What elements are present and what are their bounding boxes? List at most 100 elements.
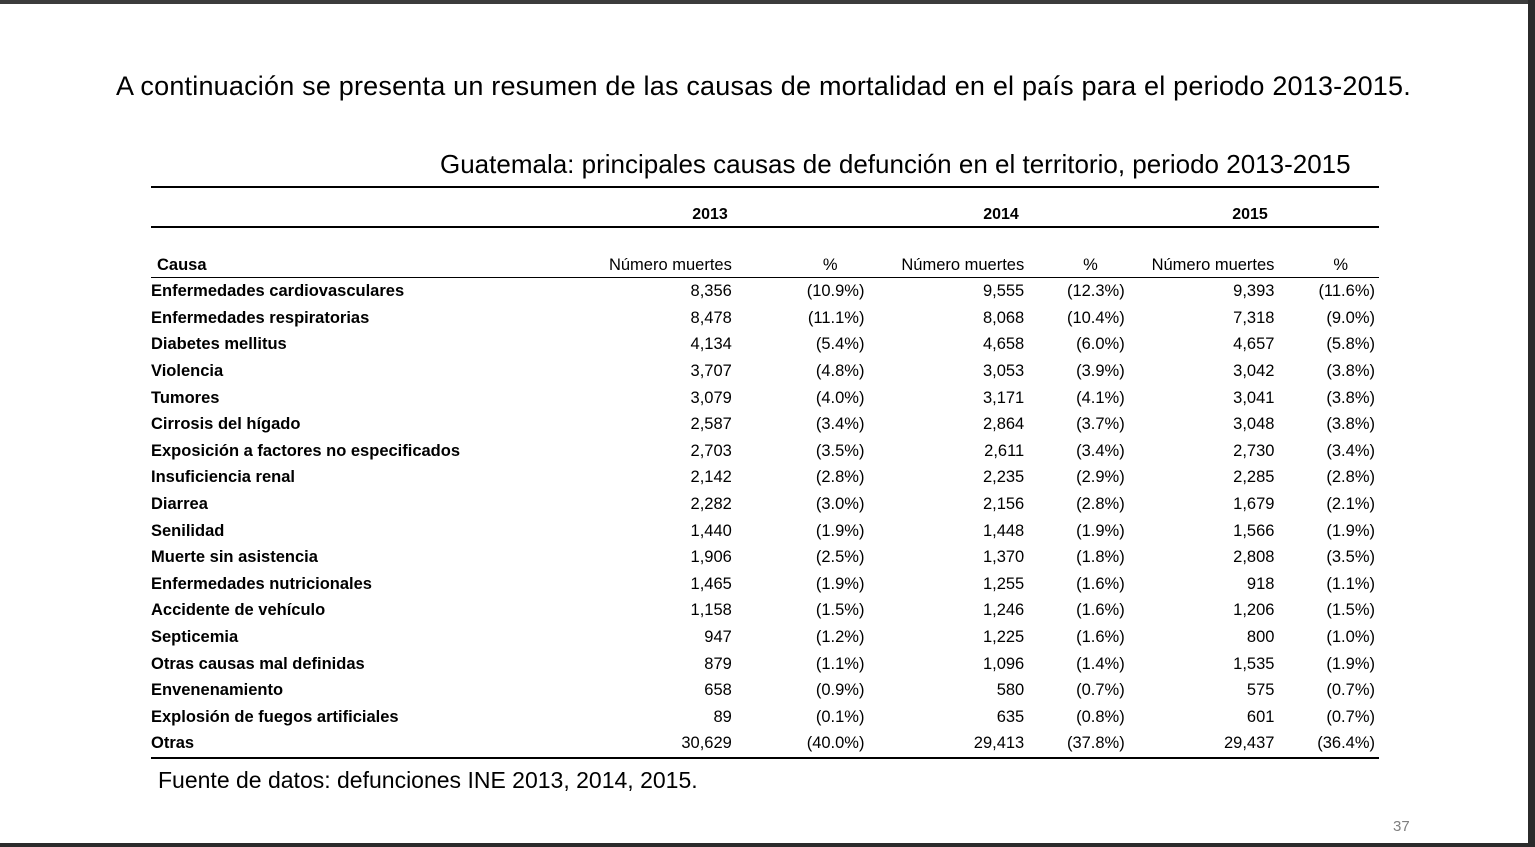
- pct-2013-cell: (40.0%): [731, 730, 869, 759]
- page-number: 37: [1393, 818, 1410, 835]
- pct-2015-cell: (0.7%): [1326, 681, 1375, 700]
- pct-2014-cell: (1.6%): [1076, 601, 1125, 620]
- pct-2015-cell: (36.4%): [1274, 730, 1379, 759]
- pct-2015-cell: (1.5%): [1326, 601, 1375, 620]
- table-row: Envenenamiento 658 (0.9%) 580 (0.7%) 575 (0.7%…: [151, 677, 1379, 704]
- deaths-2014-cell: 2,235: [982, 468, 1025, 487]
- pct-2013-cell: (3.5%): [815, 441, 865, 460]
- table-row: Enfermedades nutricionales 1,465 (1.9%) 1,2…: [151, 571, 1379, 598]
- cause-cell: Violencia: [151, 362, 224, 381]
- pct-2013-cell: (0.9%): [815, 681, 865, 700]
- deaths-2015-cell: 7,318: [1233, 308, 1275, 327]
- cause-cell: Tumores: [151, 388, 220, 407]
- deaths-2013-cell: 30,629: [578, 730, 732, 759]
- table-row: Septicemia 947 (1.2%) 1,225 (1.6%) 800 (1.0%): [151, 624, 1379, 651]
- deaths-2013-cell: 8,478: [690, 308, 732, 327]
- pct-2013-cell: (1.2%): [815, 628, 865, 647]
- column-header-row: Causa Número muertes % Número muertes % …: [151, 253, 1379, 278]
- table-top-rule: [151, 186, 1379, 188]
- deaths-2015-cell: 3,042: [1233, 362, 1275, 381]
- deaths-2015-cell: 800: [1246, 628, 1275, 647]
- pct-2013-cell: (11.1%): [807, 308, 865, 327]
- deaths-2013-cell: 3,707: [690, 362, 732, 381]
- pct-2013-cell: (3.4%): [815, 415, 865, 434]
- pct-2014-cell: (1.8%): [1076, 548, 1125, 567]
- deaths-2015-cell: 1,535: [1233, 654, 1275, 673]
- deaths-2014-cell: 635: [996, 707, 1025, 726]
- table-row: Accidente de vehículo 1,158 (1.5%) 1,246 (1.…: [151, 597, 1379, 624]
- pct-2015-cell: (3.4%): [1326, 441, 1375, 460]
- pct-2014-cell: (4.1%): [1076, 388, 1125, 407]
- column-header-numero-2014: Número muertes: [868, 253, 1025, 278]
- deaths-2015-cell: 29,437: [1128, 730, 1275, 759]
- deaths-2013-cell: 1,440: [690, 521, 732, 540]
- pct-2015-cell: (5.8%): [1326, 335, 1375, 354]
- pct-2015-cell: (1.1%): [1326, 574, 1375, 593]
- deaths-2015-cell: 9,393: [1233, 282, 1275, 301]
- pct-2014-cell: (2.9%): [1076, 468, 1125, 487]
- pct-2014-cell: (37.8%): [1024, 730, 1129, 759]
- column-header-causa: Causa: [151, 253, 579, 278]
- column-header-pct-2014: %: [1024, 253, 1129, 278]
- pct-2015-cell: (9.0%): [1326, 308, 1375, 327]
- deaths-2015-cell: 2,730: [1233, 441, 1275, 460]
- deaths-2014-cell: 580: [996, 681, 1025, 700]
- column-header-pct-2015: %: [1274, 253, 1379, 278]
- cause-cell: Otras: [151, 730, 579, 759]
- cause-cell: Muerte sin asistencia: [151, 548, 318, 567]
- cause-cell: Otras causas mal definidas: [151, 654, 365, 673]
- deaths-2013-cell: 2,587: [690, 415, 732, 434]
- pct-2014-cell: (3.9%): [1076, 362, 1125, 381]
- pct-2013-cell: (2.5%): [815, 548, 865, 567]
- deaths-2013-cell: 879: [704, 654, 732, 673]
- deaths-2014-cell: 1,370: [982, 548, 1025, 567]
- deaths-2013-cell: 1,906: [690, 548, 732, 567]
- pct-2013-cell: (4.8%): [815, 362, 865, 381]
- pct-2013-cell: (10.9%): [806, 282, 865, 301]
- pct-2014-cell: (0.8%): [1076, 707, 1125, 726]
- column-header-numero-2015: Número muertes: [1128, 253, 1275, 278]
- table-row: Violencia 3,707 (4.8%) 3,053 (3.9%) 3,042 (3.8…: [151, 358, 1379, 385]
- pct-2013-cell: (3.0%): [815, 495, 865, 514]
- deaths-2015-cell: 918: [1246, 574, 1275, 593]
- cause-cell: Enfermedades nutricionales: [151, 574, 372, 593]
- cause-cell: Exposición a factores no especificados: [151, 441, 461, 460]
- table-title: Guatemala: principales causas de defunci…: [440, 149, 1351, 179]
- table-row: Diarrea 2,282 (3.0%) 2,156 (2.8%) 1,679 (2.1%): [151, 491, 1379, 518]
- table-row: Tumores 3,079 (4.0%) 3,171 (4.1%) 3,041 (3.8%): [151, 384, 1379, 411]
- pct-2015-cell: (11.6%): [1318, 282, 1375, 301]
- deaths-2014-cell: 29,413: [868, 730, 1025, 759]
- deaths-2015-cell: 3,048: [1233, 415, 1275, 434]
- cause-cell: Enfermedades respiratorias: [151, 308, 370, 327]
- deaths-2014-cell: 1,225: [982, 628, 1025, 647]
- pct-2014-cell: (6.0%): [1076, 335, 1125, 354]
- pct-2014-cell: (10.4%): [1066, 308, 1125, 327]
- pct-2015-cell: (1.9%): [1326, 521, 1375, 540]
- pct-2015-cell: (3.8%): [1326, 388, 1375, 407]
- column-header-numero-2013: Número muertes: [578, 253, 732, 278]
- year-header-2015: 2015: [1232, 206, 1268, 223]
- year-header-2014: 2014: [983, 206, 1019, 223]
- deaths-2013-cell: 2,142: [690, 468, 732, 487]
- cause-cell: Cirrosis del hígado: [151, 415, 301, 434]
- deaths-2014-cell: 1,255: [982, 574, 1025, 593]
- deaths-2013-cell: 658: [704, 681, 732, 700]
- cause-cell: Diabetes mellitus: [151, 335, 287, 354]
- table-row: Otras causas mal definidas 879 (1.1%) 1,096…: [151, 650, 1379, 677]
- cause-cell: Insuficiencia renal: [151, 468, 295, 487]
- cause-cell: Explosión de fuegos artificiales: [151, 707, 399, 726]
- cause-cell: Senilidad: [151, 521, 225, 540]
- deaths-2014-cell: 2,611: [984, 441, 1025, 460]
- table-row: Enfermedades respiratorias 8,478 (11.1%) 8,…: [151, 305, 1379, 332]
- pct-2014-cell: (1.6%): [1076, 628, 1125, 647]
- window-top-border: [0, 0, 1535, 4]
- deaths-2014-cell: 1,448: [982, 521, 1025, 540]
- pct-2013-cell: (1.5%): [815, 601, 865, 620]
- pct-2015-cell: (1.0%): [1326, 628, 1375, 647]
- deaths-2013-cell: 2,282: [690, 495, 732, 514]
- deaths-2014-cell: 8,068: [982, 308, 1025, 327]
- table-row: Insuficiencia renal 2,142 (2.8%) 2,235 (2.9%…: [151, 464, 1379, 491]
- deaths-2015-cell: 1,206: [1233, 601, 1275, 620]
- pct-2014-cell: (12.3%): [1066, 282, 1125, 301]
- pct-2013-cell: (0.1%): [815, 707, 865, 726]
